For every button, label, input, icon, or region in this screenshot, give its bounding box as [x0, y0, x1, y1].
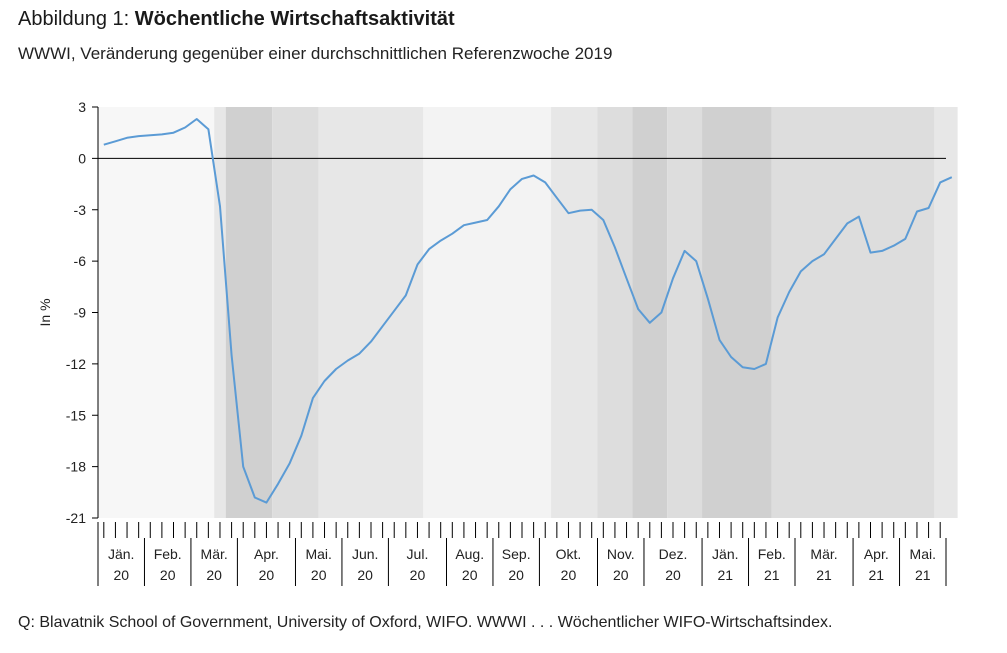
shading-band	[98, 107, 215, 518]
chart-subtitle: WWWI, Veränderung gegenüber einer durchs…	[18, 44, 613, 63]
y-tick-label: -18	[66, 459, 86, 475]
stringency-shading	[98, 107, 958, 518]
shading-band	[771, 107, 935, 518]
month-label: Mai.	[910, 546, 936, 562]
year-label: 21	[717, 567, 733, 583]
year-label: 20	[311, 567, 327, 583]
y-tick-label: -9	[74, 305, 87, 321]
y-tick-label: -12	[66, 356, 86, 372]
year-label: 20	[462, 567, 478, 583]
shading-band	[423, 107, 552, 518]
shading-band	[702, 107, 772, 518]
shading-band	[225, 107, 273, 518]
y-tick-label: 0	[78, 150, 86, 166]
month-label: Jän.	[108, 546, 134, 562]
year-label: 20	[357, 567, 373, 583]
month-label: Mär.	[810, 546, 837, 562]
shading-band	[597, 107, 633, 518]
year-label: 20	[613, 567, 629, 583]
year-label: 20	[508, 567, 524, 583]
month-label: Feb.	[154, 546, 182, 562]
year-label: 20	[206, 567, 222, 583]
y-tick-label: -6	[74, 253, 87, 269]
year-label: 20	[160, 567, 176, 583]
y-axis-title: In %	[37, 298, 53, 326]
y-tick-label: 3	[78, 99, 86, 115]
month-label: Apr.	[864, 546, 889, 562]
source-note: Q: Blavatnik School of Government, Unive…	[18, 614, 833, 631]
year-label: 21	[915, 567, 931, 583]
x-axis: Jän. 20 Feb. 20 Mär. 20 Apr. 20 Mai. 20 Jun. 20 Jul.…	[97, 522, 947, 586]
month-label: Jun.	[352, 546, 378, 562]
shading-band	[934, 107, 958, 518]
month-label: Nov.	[607, 546, 635, 562]
month-label: Jul.	[407, 546, 429, 562]
month-label: Aug.	[455, 546, 484, 562]
shading-band	[214, 107, 226, 518]
line-chart: 3 0 -3 -6 -9 -12 -15 -18 -21 In % Jän. 20 Feb. 20 Mär…	[37, 99, 958, 586]
year-label: 20	[410, 567, 426, 583]
month-label: Okt.	[556, 546, 582, 562]
month-label: Sep.	[502, 546, 531, 562]
year-label: 21	[869, 567, 885, 583]
year-label: 20	[259, 567, 275, 583]
series-line-wwwi	[103, 118, 953, 504]
year-label: 20	[665, 567, 681, 583]
shading-band	[551, 107, 598, 518]
month-label: Mai.	[305, 546, 331, 562]
chart-title: Abbildung 1: Wöchentliche Wirtschaftsakt…	[18, 8, 455, 31]
month-label: Feb.	[758, 546, 786, 562]
y-tick-label: -15	[66, 407, 86, 423]
month-label: Dez.	[659, 546, 688, 562]
data-series	[103, 118, 953, 504]
title-main: Wöchentliche Wirtschaftsaktivität	[134, 8, 455, 30]
shading-band	[667, 107, 703, 518]
year-label: 21	[764, 567, 780, 583]
year-label: 20	[561, 567, 577, 583]
shading-band	[318, 107, 424, 518]
y-tick-label: -3	[74, 202, 87, 218]
y-tick-label: -21	[66, 510, 86, 526]
month-label: Jän.	[712, 546, 738, 562]
year-label: 21	[816, 567, 832, 583]
title-prefix: Abbildung 1:	[18, 8, 135, 30]
y-axis: 3 0 -3 -6 -9 -12 -15 -18 -21 In %	[37, 99, 946, 526]
month-label: Apr.	[254, 546, 279, 562]
month-label: Mär.	[201, 546, 228, 562]
shading-band	[272, 107, 319, 518]
year-label: 20	[113, 567, 129, 583]
